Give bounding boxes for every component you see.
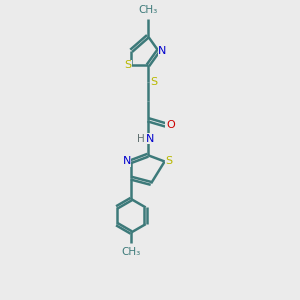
Text: N: N — [146, 134, 154, 143]
Text: S: S — [166, 157, 173, 166]
Text: O: O — [166, 120, 175, 130]
Text: N: N — [158, 46, 167, 56]
Text: S: S — [124, 60, 131, 70]
Text: H: H — [137, 134, 145, 143]
Text: N: N — [122, 157, 131, 166]
Text: CH₃: CH₃ — [122, 247, 141, 257]
Text: S: S — [150, 77, 157, 87]
Text: CH₃: CH₃ — [138, 5, 158, 15]
